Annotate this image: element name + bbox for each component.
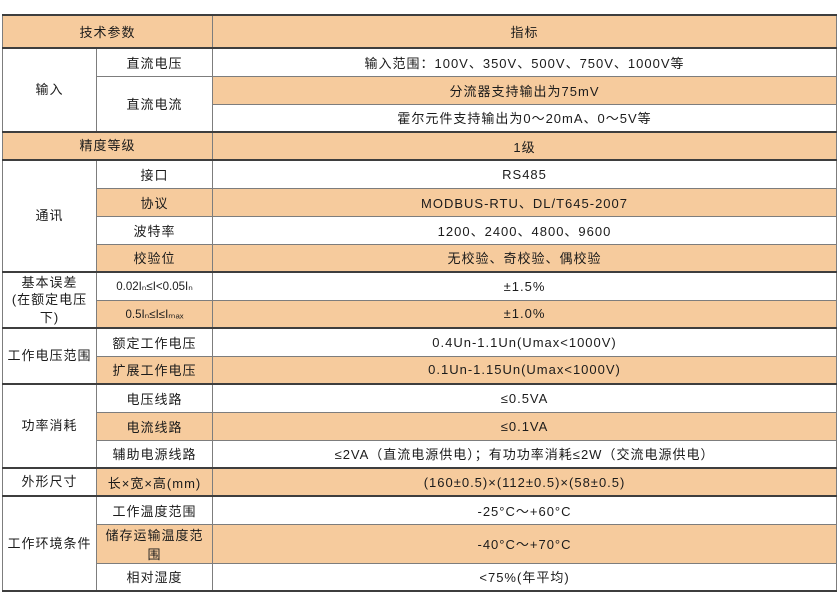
table-row: 辅助电源线路 ≤2VA（直流电源供电）；有功功率消耗≤2W（交流电源供电） [3,439,838,469]
group-label-input: 输入 [2,47,97,133]
table-row: 工作电压范围 额定工作电压 0.4Un-1.1Un(Umax<1000V) [2,327,838,385]
table-row: 外形尺寸 长×宽×高(mm) (160±0.5)×(112±0.5)×(58±0… [2,467,838,497]
param-aux-power-circuit: 辅助电源线路 [95,439,214,469]
param-baud-rate: 波特率 [95,215,214,245]
table-row: 霍尔元件支持输出为0～20mA、0～5V等 [3,103,838,133]
table-row: 校验位 无校验、奇校验、偶校验 [3,243,838,273]
table-row: 波特率 1200、2400、4800、9600 [3,215,838,245]
param-storage-temp: 储存运输温度范围 [95,523,214,564]
value-baud-rate: 1200、2400、4800、9600 [212,215,838,245]
value-dc-voltage-range: 输入范围：100V、350V、500V、750V、1000V等 [212,47,838,77]
param-dc-current: 直流电流 [95,75,214,133]
param-rated-voltage: 额定工作电压 [95,327,214,357]
value-current-circuit: ≤0.1VA [212,411,838,441]
param-extended-voltage: 扩展工作电压 [95,355,214,385]
value-interface: RS485 [212,159,838,189]
value-hall-output: 霍尔元件支持输出为0～20mA、0～5V等 [212,103,838,133]
table-row: 工作环境条件 工作温度范围 -25°C～+60°C [2,495,838,592]
group-label-basic-error: 基本误差 (在额定电压下) [2,271,97,329]
value-error-low-current: ±1.5% [212,271,838,301]
param-interface: 接口 [95,159,214,189]
param-lwh: 长×宽×高(mm) [95,467,214,497]
param-current-circuit: 电流线路 [95,411,214,441]
header-cell-tech-params: 技术参数 [1,14,214,49]
table-row: 基本误差 (在额定电压下) 0.02Iₙ≤I<0.05Iₙ ±1.5% [2,271,838,329]
param-error-low-current: 0.02Iₙ≤I<0.05Iₙ [95,271,214,301]
table-row: 相对湿度 <75%(年平均) [3,562,838,592]
value-rated-voltage: 0.4Un-1.1Un(Umax<1000V) [212,327,838,357]
param-dc-voltage: 直流电压 [95,47,214,77]
table-row: 扩展工作电压 0.1Un-1.15Un(Umax<1000V) [3,355,838,385]
table-row: 储存运输温度范围 -40°C～+70°C [3,523,838,564]
param-parity: 校验位 [95,243,214,273]
param-humidity: 相对湿度 [95,562,214,592]
value-error-high-current: ±1.0% [212,299,838,329]
table-row: 电流线路 ≤0.1VA [3,411,838,441]
value-accuracy-class: 1级 [212,131,838,161]
table-row: 0.5Iₙ≤I≤Iₘₐₓ ±1.0% [3,299,838,329]
value-humidity: <75%(年平均) [212,562,838,592]
group-label-power-consumption: 功率消耗 [2,383,97,469]
table-header-row: 技术参数 指标 [1,14,838,49]
spec-table: 技术参数 指标 输入 直流电压 输入范围：100V、350V、500V、750V… [1,14,838,592]
param-error-high-current: 0.5Iₙ≤I≤Iₘₐₓ [95,299,214,329]
table-row: 输入 直流电压 输入范围：100V、350V、500V、750V、1000V等 [2,47,838,133]
table-row: 直流电流 分流器支持输出为75mV [3,75,838,133]
group-label-comm: 通讯 [2,159,97,273]
group-label-voltage-range: 工作电压范围 [2,327,97,385]
value-aux-power-circuit: ≤2VA（直流电源供电）；有功功率消耗≤2W（交流电源供电） [212,439,838,469]
group-label-environment: 工作环境条件 [2,495,97,592]
group-label-accuracy-class: 精度等级 [1,131,214,161]
value-extended-voltage: 0.1Un-1.15Un(Umax<1000V) [212,355,838,385]
param-voltage-circuit: 电压线路 [95,383,214,413]
value-voltage-circuit: ≤0.5VA [212,383,838,413]
value-shunt-output: 分流器支持输出为75mV [212,75,838,105]
table-row: 通讯 接口 RS485 [2,159,838,273]
value-parity: 无校验、奇校验、偶校验 [212,243,838,273]
table-row: 精度等级 1级 [1,131,838,161]
value-storage-temp: -40°C～+70°C [212,523,838,564]
value-operating-temp: -25°C～+60°C [212,495,838,525]
value-lwh: (160±0.5)×(112±0.5)×(58±0.5) [212,467,838,497]
table-row: 协议 MODBUS-RTU、DL/T645-2007 [3,187,838,217]
param-operating-temp: 工作温度范围 [95,495,214,525]
param-protocol: 协议 [95,187,214,217]
group-label-dimensions: 外形尺寸 [2,467,97,497]
value-protocol: MODBUS-RTU、DL/T645-2007 [212,187,838,217]
table-row: 功率消耗 电压线路 ≤0.5VA [2,383,838,469]
header-cell-index: 指标 [212,14,838,49]
